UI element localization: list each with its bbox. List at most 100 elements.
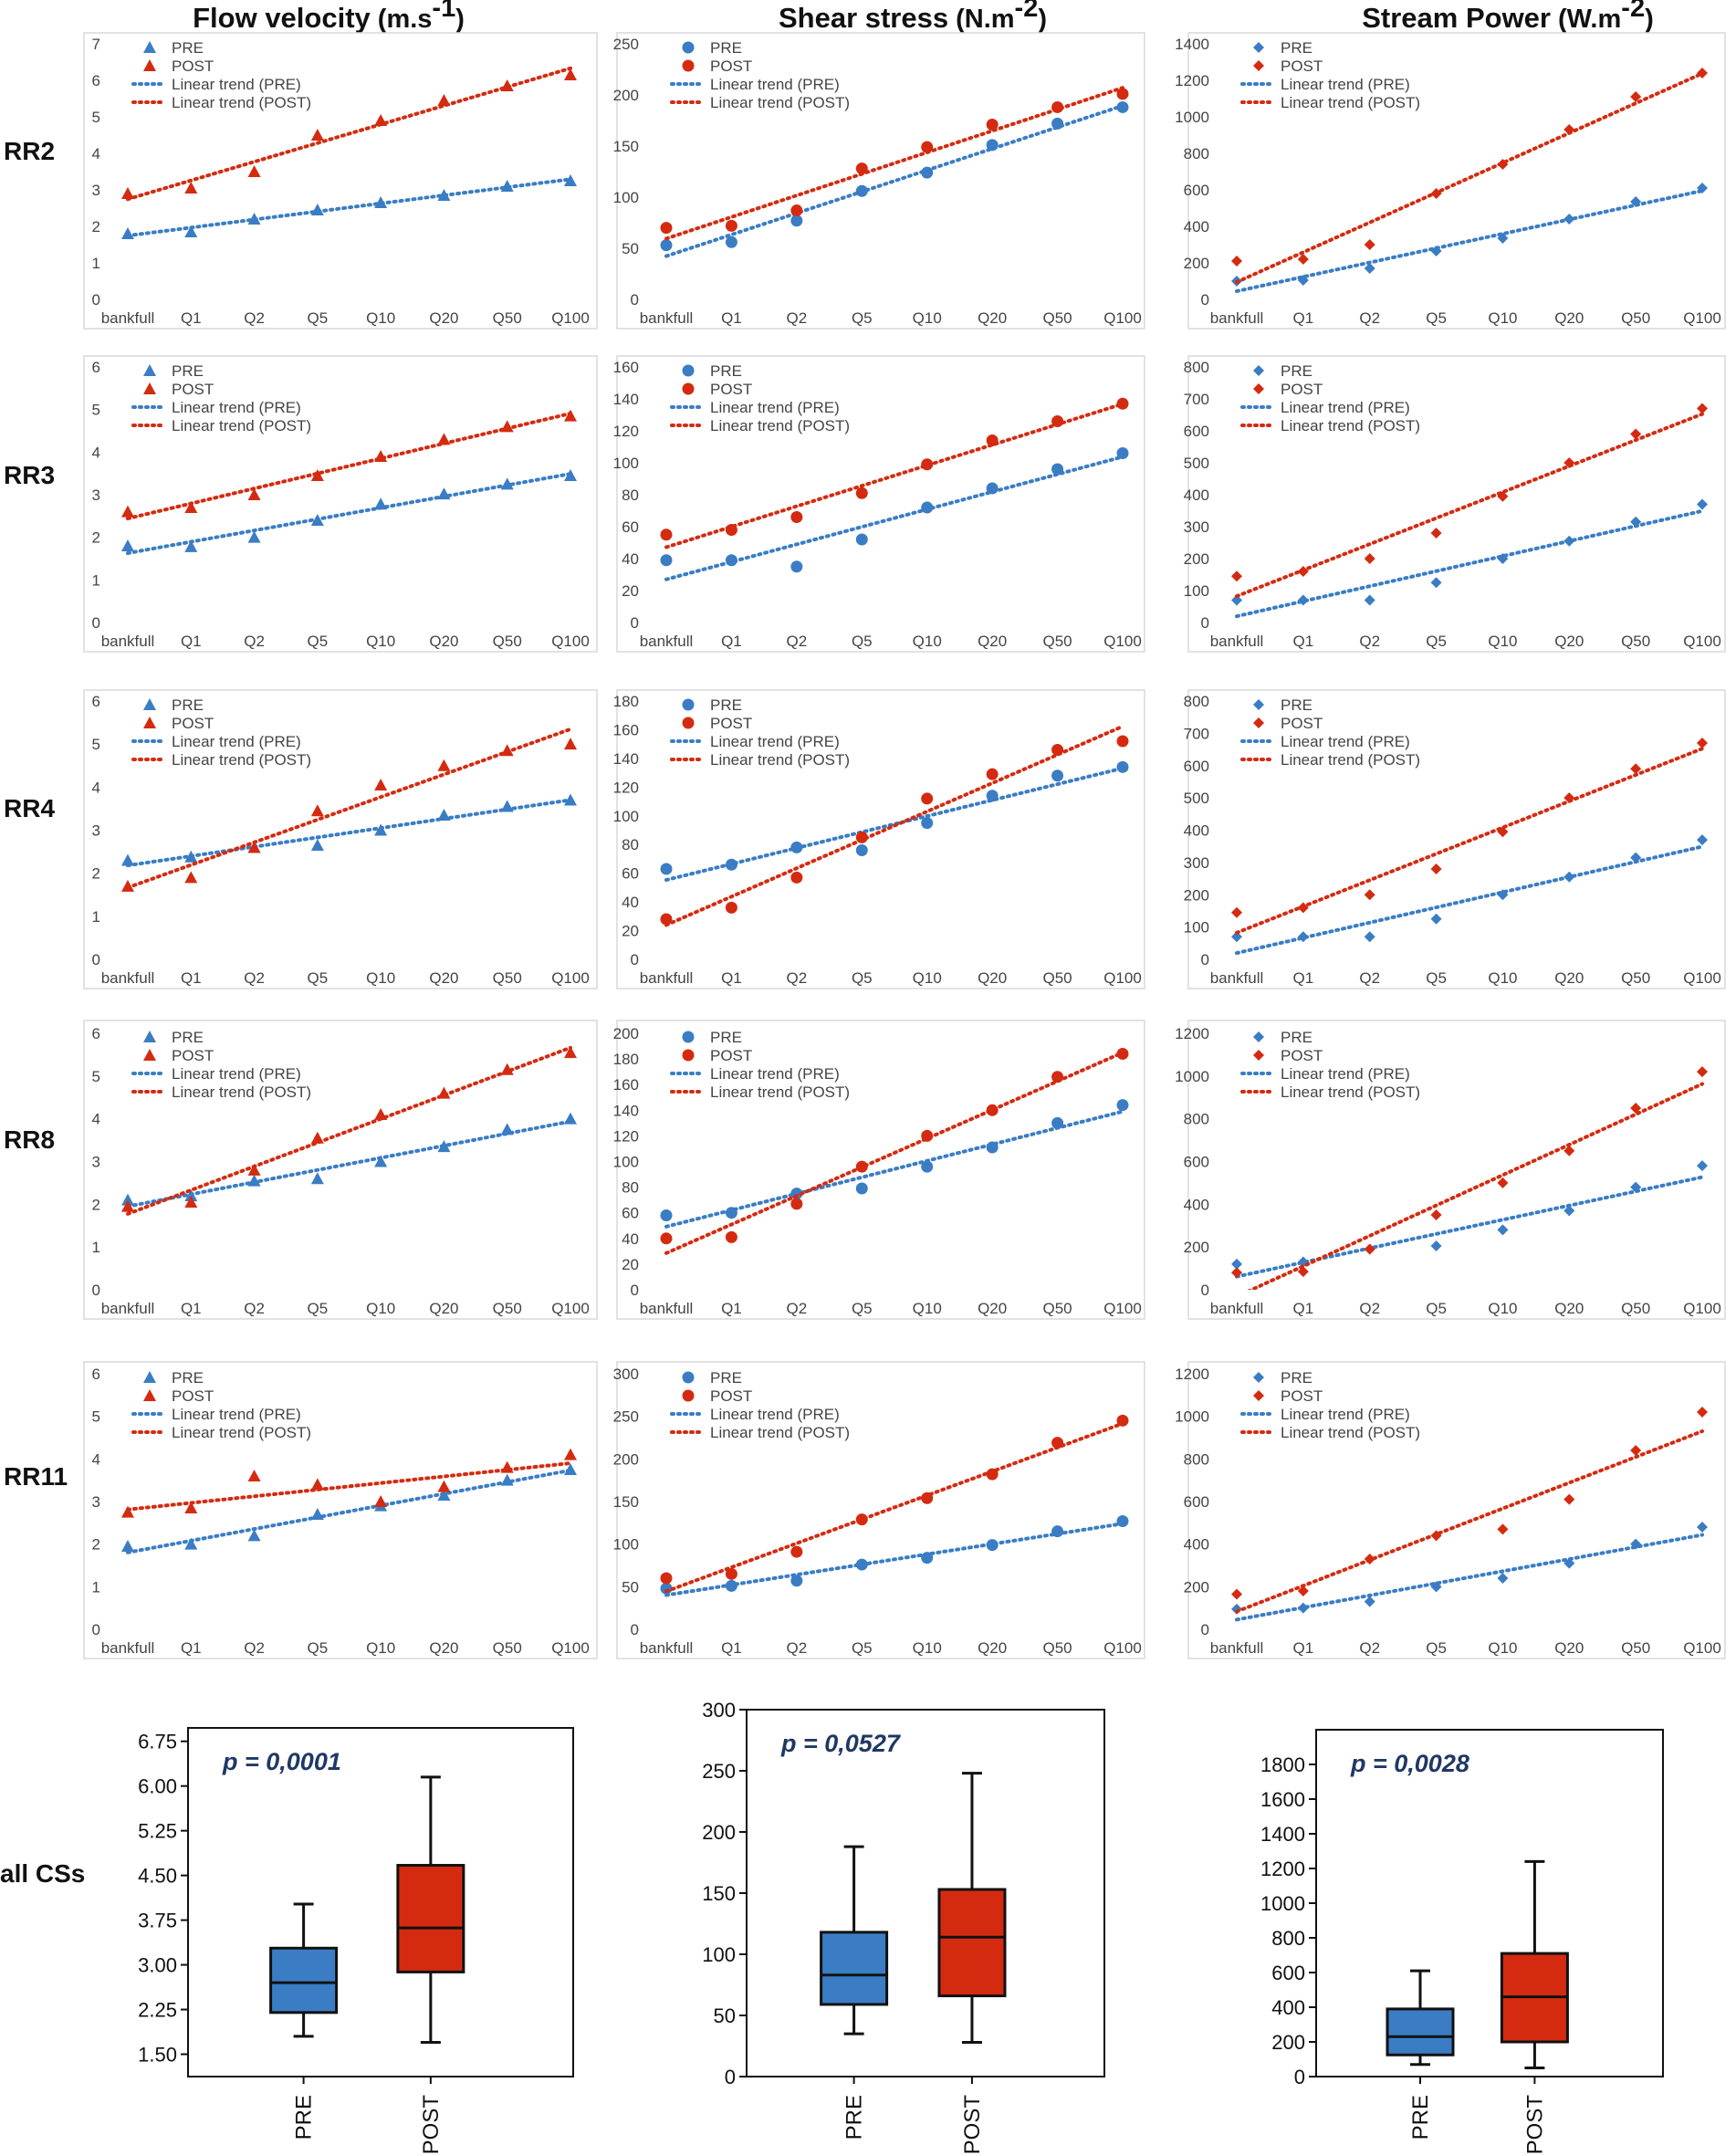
x-tick-label: bankfull — [101, 1639, 155, 1657]
post-point — [310, 804, 324, 817]
pre-point — [310, 204, 324, 215]
y-tick-label: 1000 — [1175, 109, 1209, 126]
y-tick-label: 0 — [1201, 951, 1209, 968]
pre-point — [564, 1112, 577, 1125]
x-tick-label: bankfull — [101, 309, 155, 327]
pre-point — [437, 189, 451, 201]
post-point — [1430, 1530, 1442, 1542]
x-tick-label: Q10 — [1488, 969, 1517, 987]
x-tick-label: Q10 — [1488, 309, 1517, 327]
post-point — [1563, 1145, 1575, 1156]
x-tick-label: Q2 — [787, 969, 808, 987]
y-tick-label: 20 — [622, 1256, 639, 1273]
pre-point — [1364, 594, 1375, 606]
y-tick-label: 60 — [622, 865, 639, 883]
y-tick-label: 0 — [1201, 1621, 1209, 1638]
x-tick-label: Q100 — [1683, 969, 1721, 987]
x-tick-label: Q50 — [1043, 1639, 1072, 1657]
y-tick-label: 40 — [622, 550, 639, 568]
post-point — [986, 434, 999, 446]
x-tick-label: Q10 — [913, 633, 942, 650]
legend-pre-label: PRE — [172, 39, 204, 57]
x-tick-label: Q10 — [366, 969, 395, 987]
legend-trend-pre-label: Linear trend (PRE) — [710, 76, 840, 93]
pre-point — [437, 487, 451, 500]
column-title-flow-velocity: Flow velocity (m.s-1) — [193, 0, 465, 34]
legend-post-marker — [1253, 717, 1264, 728]
x-tick-label: Q20 — [978, 309, 1007, 327]
post-point — [1051, 1437, 1064, 1450]
x-tick-label: Q2 — [787, 1300, 808, 1317]
legend-post-marker — [143, 717, 156, 728]
pre-point — [921, 166, 934, 179]
x-tick-label: Q20 — [1554, 1300, 1584, 1317]
y-tick-label: 2 — [92, 529, 100, 547]
y-tick-label: 60 — [622, 1205, 639, 1222]
p-value-label: p = 0,0527 — [780, 1730, 902, 1757]
y-tick-label: 140 — [613, 750, 639, 768]
post-point — [437, 433, 451, 445]
x-tick-label: bankfull — [1210, 1300, 1264, 1317]
box-frame — [1315, 1729, 1664, 2078]
post-point — [1051, 1071, 1064, 1083]
post-point — [1051, 743, 1064, 756]
y-tick-label: 0 — [92, 951, 100, 968]
post-point — [1116, 1414, 1129, 1427]
scatter-panel-rr3-shear-stress: 0 20 40 60 80 100 120 140 160 bankfull Q1 Q2 Q5 Q10 Q2… — [613, 355, 1145, 653]
y-tick-label: 250 — [613, 1408, 639, 1426]
pre-point — [790, 1575, 803, 1587]
trend-line-post — [664, 86, 1124, 241]
trend-line-pre — [126, 1119, 572, 1209]
pre-point — [855, 533, 868, 546]
x-tick-label: Q100 — [551, 1300, 590, 1317]
box-panels: 1.50 2.25 3.00 3.75 4.50 5.25 6.00 6.75 p = 0,00… — [138, 1699, 1664, 2155]
panel-frame — [1187, 1020, 1726, 1320]
x-tick-label: Q100 — [551, 633, 590, 650]
column-unit: (m.s — [378, 5, 433, 34]
y-tick-label: 160 — [613, 1076, 639, 1094]
column-title-text: Shear stress — [779, 2, 948, 34]
pre-point — [1297, 931, 1309, 943]
y-tick-label: 4 — [92, 1111, 100, 1128]
pre-point — [1630, 852, 1642, 863]
post-point — [986, 1104, 999, 1116]
row-label-all-css: all CSs — [0, 1859, 85, 1888]
y-tick-label: 0 — [631, 1621, 639, 1638]
scatter-panel-rr2-stream-power: 0 200 400 600 800 1000 1200 1400 bankfull Q1 Q2 Q5 Q… — [1175, 32, 1726, 330]
x-tick-label: Q10 — [366, 309, 395, 327]
x-category-label: POST — [960, 2095, 985, 2155]
y-tick-label: 150 — [613, 1493, 639, 1511]
post-point — [310, 469, 324, 481]
post-point — [986, 768, 999, 780]
pre-point — [725, 1207, 737, 1219]
x-tick-label: Q2 — [787, 633, 808, 650]
pre-point — [121, 853, 134, 866]
legend-trend-pre-label: Linear trend (PRE) — [172, 399, 301, 416]
x-tick-label: Q50 — [493, 1300, 522, 1317]
y-tick-label: 600 — [1184, 423, 1209, 440]
pre-point — [1497, 1224, 1509, 1236]
pre-point — [1630, 1538, 1642, 1550]
x-tick-label: Q5 — [308, 969, 329, 987]
legend-trend-post-label: Linear trend (POST) — [1281, 751, 1420, 769]
y-tick-label: 3 — [92, 1154, 100, 1171]
x-tick-label: bankfull — [640, 1639, 694, 1657]
legend-trend-post-label: Linear trend (POST) — [172, 1424, 311, 1441]
x-tick-label: Q5 — [852, 1639, 873, 1657]
trend-line-pre — [664, 1522, 1124, 1597]
legend-post-marker — [682, 382, 695, 395]
post-point — [184, 1195, 198, 1208]
post-point — [1630, 1445, 1642, 1456]
post-point — [921, 792, 934, 805]
x-tick-label: Q50 — [1621, 309, 1650, 327]
x-tick-label: Q5 — [308, 309, 329, 327]
y-tick-label: 1.50 — [138, 2044, 177, 2067]
y-tick-label: 300 — [613, 1366, 639, 1383]
pre-point — [1051, 769, 1064, 782]
p-value-label: p = 0,0028 — [1350, 1750, 1469, 1777]
box-panel-shear-stress: 0 50 100 150 200 250 300 p = 0,0527 PRE POST — [702, 1699, 1105, 2155]
post-point — [660, 529, 673, 541]
y-tick-label: 700 — [1184, 391, 1209, 408]
legend-post-marker — [143, 59, 156, 71]
